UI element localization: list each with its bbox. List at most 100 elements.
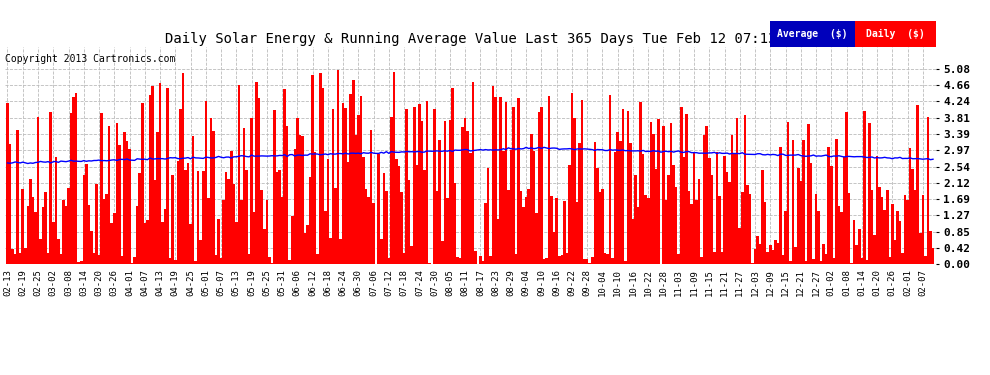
Bar bbox=[29, 178, 32, 264]
Bar bbox=[568, 165, 570, 264]
Bar bbox=[538, 111, 541, 264]
Bar bbox=[317, 254, 319, 264]
Bar bbox=[105, 194, 108, 264]
Bar bbox=[807, 124, 810, 264]
Bar bbox=[583, 259, 586, 264]
Bar bbox=[52, 222, 54, 264]
Bar bbox=[362, 156, 364, 264]
Bar bbox=[818, 211, 820, 264]
Bar bbox=[776, 243, 779, 264]
Bar bbox=[800, 181, 802, 264]
Bar bbox=[322, 88, 324, 264]
Bar bbox=[225, 172, 228, 264]
Bar bbox=[510, 150, 512, 264]
Bar bbox=[642, 154, 644, 264]
Bar bbox=[789, 261, 792, 264]
Bar bbox=[252, 212, 255, 264]
Bar bbox=[273, 110, 276, 264]
Bar bbox=[868, 123, 871, 264]
Bar bbox=[474, 251, 476, 264]
Bar bbox=[624, 261, 627, 264]
Bar bbox=[77, 262, 80, 264]
Bar bbox=[215, 255, 217, 264]
Bar bbox=[570, 93, 573, 264]
Bar bbox=[484, 203, 487, 264]
Bar bbox=[541, 107, 543, 264]
Bar bbox=[296, 117, 299, 264]
Bar bbox=[19, 253, 22, 264]
Bar bbox=[233, 184, 235, 264]
Bar bbox=[771, 251, 774, 264]
Bar bbox=[533, 151, 535, 264]
Bar bbox=[711, 175, 713, 264]
Bar bbox=[400, 192, 403, 264]
Bar bbox=[429, 263, 431, 264]
Bar bbox=[685, 114, 688, 264]
Bar bbox=[390, 117, 393, 264]
Bar bbox=[439, 140, 441, 264]
Bar bbox=[550, 196, 552, 264]
Bar bbox=[382, 173, 385, 264]
Bar bbox=[398, 166, 400, 264]
Bar bbox=[500, 97, 502, 264]
Bar bbox=[24, 248, 27, 264]
Bar bbox=[746, 185, 748, 264]
Bar bbox=[899, 221, 901, 264]
Bar bbox=[547, 96, 550, 264]
Bar bbox=[886, 190, 888, 264]
Bar bbox=[281, 197, 283, 264]
Bar bbox=[698, 180, 700, 264]
Bar bbox=[67, 188, 69, 264]
Bar bbox=[617, 132, 619, 264]
Bar bbox=[612, 258, 614, 264]
Bar bbox=[833, 258, 836, 264]
Bar bbox=[614, 152, 617, 264]
Bar bbox=[69, 112, 72, 264]
Bar bbox=[823, 244, 825, 264]
Bar bbox=[121, 256, 123, 264]
Bar bbox=[810, 163, 812, 264]
Bar bbox=[85, 164, 87, 264]
Bar bbox=[850, 262, 853, 264]
Bar bbox=[423, 170, 426, 264]
Bar bbox=[319, 73, 322, 264]
Bar bbox=[792, 141, 794, 264]
Bar bbox=[528, 189, 530, 264]
Bar bbox=[690, 204, 693, 264]
Bar bbox=[482, 261, 484, 264]
Bar bbox=[853, 220, 855, 264]
Bar bbox=[888, 257, 891, 264]
Bar bbox=[309, 177, 311, 264]
Bar bbox=[453, 183, 456, 264]
Bar bbox=[113, 213, 116, 264]
Bar bbox=[388, 258, 390, 264]
Bar bbox=[471, 82, 474, 264]
Bar bbox=[212, 131, 215, 264]
Bar bbox=[731, 135, 734, 264]
Bar bbox=[151, 87, 153, 264]
Text: Average  ($): Average ($) bbox=[777, 29, 847, 39]
Bar bbox=[836, 139, 838, 264]
Bar bbox=[153, 180, 156, 264]
Bar bbox=[164, 210, 166, 264]
Bar bbox=[716, 152, 718, 264]
Bar bbox=[635, 175, 637, 264]
Bar bbox=[654, 169, 657, 264]
Bar bbox=[896, 211, 899, 264]
Bar bbox=[630, 143, 632, 264]
Bar bbox=[649, 123, 652, 264]
Bar bbox=[703, 135, 706, 264]
Bar bbox=[45, 192, 47, 264]
Bar bbox=[904, 195, 906, 264]
Bar bbox=[42, 207, 45, 264]
Bar bbox=[250, 118, 252, 264]
Bar bbox=[535, 213, 538, 264]
Bar bbox=[721, 252, 724, 264]
Bar bbox=[370, 129, 372, 264]
Bar bbox=[588, 263, 591, 264]
Bar bbox=[278, 170, 281, 264]
Bar bbox=[367, 197, 370, 264]
Bar bbox=[270, 262, 273, 264]
Bar bbox=[581, 100, 583, 264]
Bar bbox=[637, 207, 640, 264]
